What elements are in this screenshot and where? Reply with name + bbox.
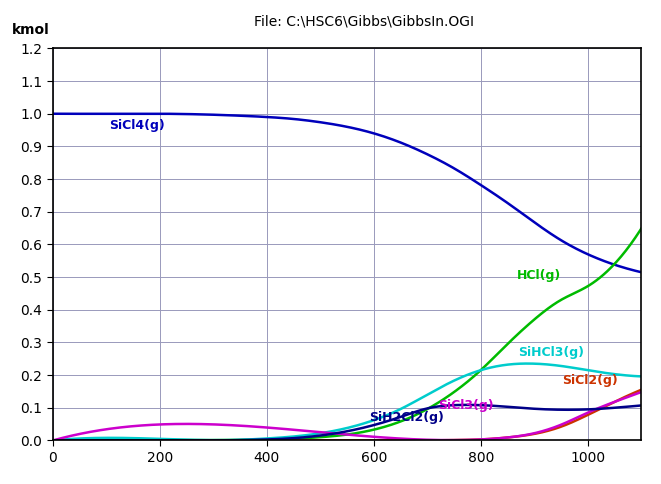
Text: SiCl2(g): SiCl2(g) (562, 375, 618, 388)
Text: File: C:\HSC6\Gibbs\GibbsIn.OGI: File: C:\HSC6\Gibbs\GibbsIn.OGI (254, 15, 473, 29)
Text: SiHCl3(g): SiHCl3(g) (518, 346, 584, 359)
Text: kmol: kmol (12, 23, 50, 37)
Text: SiCl4(g): SiCl4(g) (109, 119, 165, 132)
Text: SiH2Cl2(g): SiH2Cl2(g) (369, 411, 444, 424)
Text: HCl(g): HCl(g) (517, 269, 561, 282)
Text: SiCl3(g): SiCl3(g) (438, 399, 494, 412)
